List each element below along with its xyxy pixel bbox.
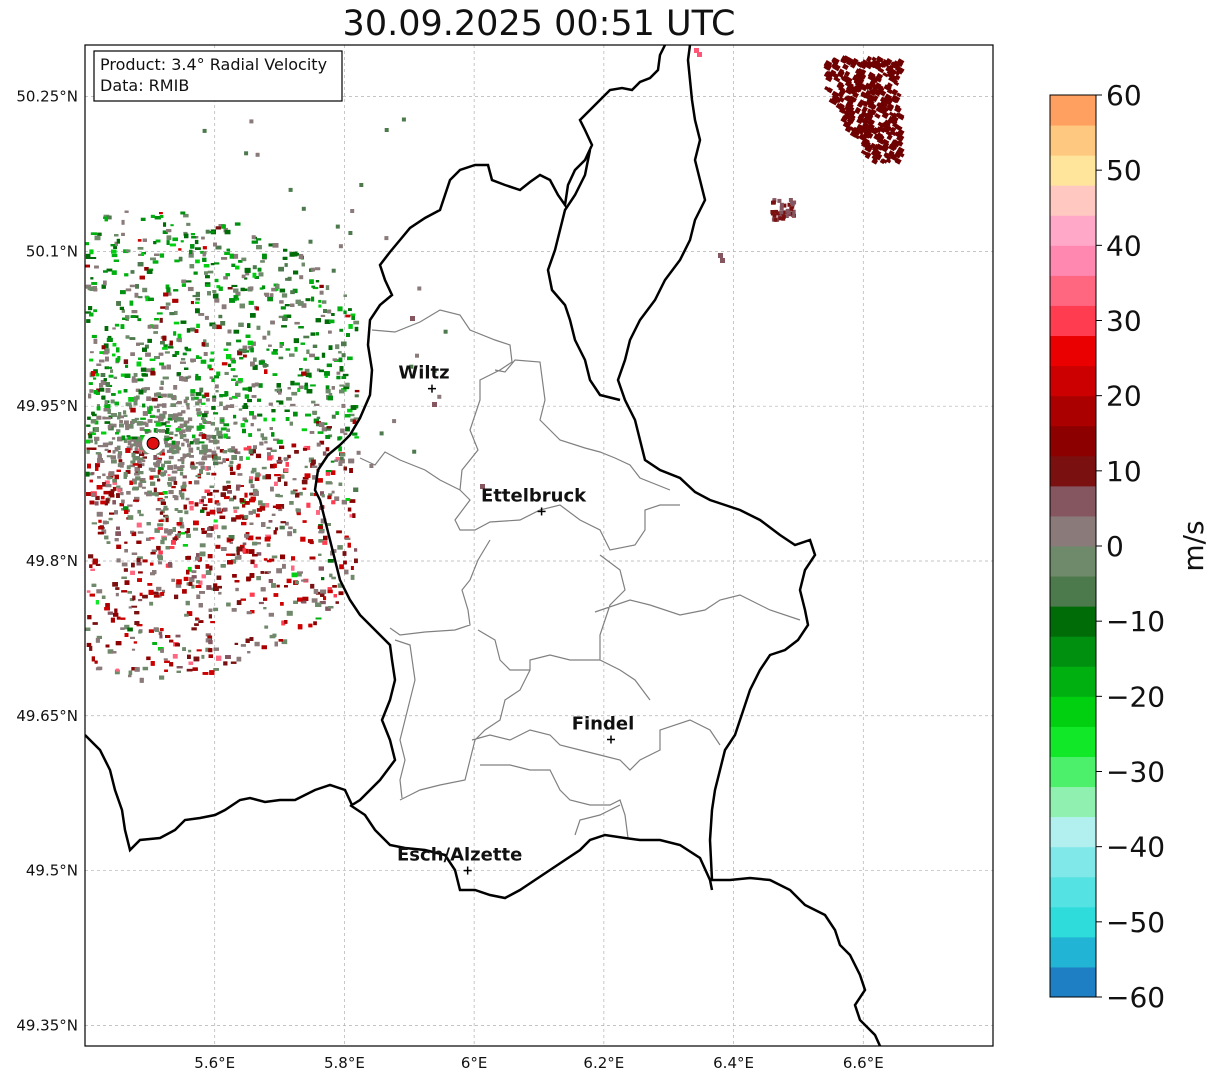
lat-tick-label: 49.8°N — [26, 552, 78, 570]
colorbar-cell — [1050, 936, 1096, 968]
colorbar-cell — [1050, 846, 1096, 878]
colorbar-cell — [1050, 485, 1096, 517]
radar-site-marker — [142, 432, 165, 455]
city-label: Ettelbruck — [481, 485, 587, 506]
colorbar-tick-label: −20 — [1106, 680, 1165, 713]
colorbar-cell — [1050, 95, 1096, 126]
colorbar-cell — [1050, 906, 1096, 938]
colorbar-cell — [1050, 726, 1096, 757]
colorbar-tick-label: 30 — [1106, 305, 1142, 338]
colorbar-cell — [1050, 365, 1096, 397]
colorbar-cell — [1050, 455, 1096, 487]
city-label: Findel — [572, 714, 635, 735]
lat-tick-label: 49.35°N — [16, 1016, 78, 1034]
colorbar-cell — [1050, 275, 1096, 306]
colorbar-cell — [1050, 576, 1096, 607]
country-border — [85, 45, 882, 1046]
map-frame — [84, 44, 994, 1047]
colorbar-cell — [1050, 606, 1096, 637]
colorbar-cell — [1050, 636, 1096, 667]
colorbar-cell — [1050, 876, 1096, 908]
colorbar-tick-label: 50 — [1106, 154, 1142, 187]
colorbar-tick-label: −60 — [1106, 981, 1165, 1014]
colorbar-cell — [1050, 666, 1096, 697]
colorbar-tick-label: −40 — [1106, 831, 1165, 864]
map-borders — [85, 45, 882, 1046]
colorbar-cell — [1050, 816, 1096, 848]
colorbar-cell — [1050, 305, 1096, 337]
colorbar-cell — [1050, 546, 1096, 577]
latitude-labels: 50.25°N 50.1°N 49.95°N 49.8°N 49.65°N 49.5°N 4… — [16, 88, 78, 1035]
lon-tick-label: 6.2°E — [583, 1054, 624, 1072]
lon-tick-label: 6°E — [461, 1054, 488, 1072]
colorbar-cell — [1050, 215, 1096, 246]
colorbar-cells — [1050, 95, 1096, 998]
colorbar-unit: m/s — [1177, 520, 1207, 571]
colorbar-ticks: 60 50 40 30 20 10 0 −10 −20 −30 −40 −50 −60 — [1096, 79, 1165, 1014]
info-box: Product: 3.4° Radial Velocity Data: RMIB — [93, 50, 343, 102]
map-title: 30.09.2025 00:51 UTC — [342, 4, 736, 44]
lon-tick-label: 6.6°E — [843, 1054, 884, 1072]
colorbar-tick-label: 40 — [1106, 229, 1142, 262]
lon-tick-label: 6.4°E — [713, 1054, 754, 1072]
colorbar-cell — [1050, 966, 1096, 998]
lat-tick-label: 50.1°N — [26, 242, 78, 260]
colorbar-cell — [1050, 395, 1096, 427]
colorbar-cell — [1050, 696, 1096, 727]
colorbar-tick-label: 60 — [1106, 79, 1142, 112]
data-source-label: Data: RMIB — [100, 76, 189, 95]
colorbar-cell — [1050, 335, 1096, 367]
colorbar-cell — [1050, 515, 1096, 547]
colorbar-tick-label: −50 — [1106, 906, 1165, 939]
city-label: Wiltz — [398, 363, 449, 384]
colorbar-cell — [1050, 185, 1096, 216]
lat-tick-label: 50.25°N — [16, 88, 78, 106]
lat-tick-label: 49.95°N — [16, 397, 78, 415]
radar-site-dot — [146, 436, 160, 450]
colorbar-cell — [1050, 425, 1096, 457]
canton-boundaries — [359, 309, 801, 839]
lat-tick-label: 49.65°N — [16, 707, 78, 725]
colorbar-tick-label: 10 — [1106, 455, 1142, 488]
radar-echoes — [85, 48, 905, 683]
colorbar-cell — [1050, 756, 1096, 788]
product-label: Product: 3.4° Radial Velocity — [100, 55, 327, 74]
colorbar-cell — [1050, 245, 1096, 276]
city-markers: Wiltz Ettelbruck Findel Esch/Alzette — [397, 363, 634, 875]
lon-tick-label: 5.8°E — [324, 1054, 365, 1072]
colorbar-cell — [1050, 786, 1096, 818]
lon-tick-label: 5.6°E — [194, 1054, 235, 1072]
colorbar-tick-label: −10 — [1106, 605, 1165, 638]
colorbar-cell — [1050, 155, 1096, 186]
colorbar-tick-label: −30 — [1106, 756, 1165, 789]
colorbar-tick-label: 0 — [1106, 530, 1124, 563]
colorbar-cell — [1050, 125, 1096, 156]
lat-tick-label: 49.5°N — [26, 862, 78, 880]
colorbar-tick-label: 20 — [1106, 380, 1142, 413]
city-label: Esch/Alzette — [397, 845, 522, 866]
longitude-labels: 5.6°E 5.8°E 6°E 6.2°E 6.4°E 6.6°E — [194, 1054, 883, 1072]
